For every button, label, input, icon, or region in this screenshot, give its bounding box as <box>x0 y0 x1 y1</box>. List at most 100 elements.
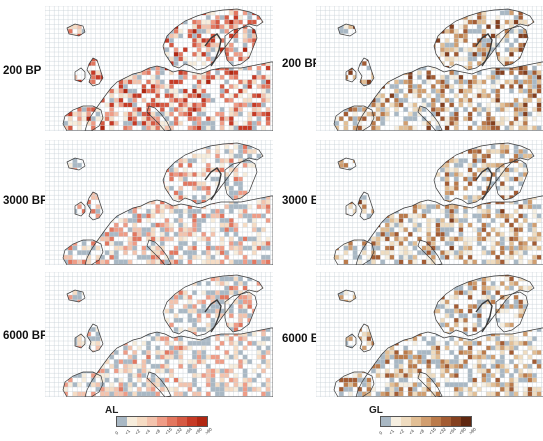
grid-cell <box>325 186 330 191</box>
grid-cell <box>63 308 68 314</box>
grid-cell <box>509 213 514 219</box>
grid-cell <box>389 281 395 286</box>
grid-cell <box>150 9 156 11</box>
grid-cell <box>334 116 339 121</box>
grid-cell <box>412 204 418 209</box>
grid-cell <box>325 313 330 318</box>
grid-cell <box>343 143 349 145</box>
grid-cell <box>532 107 537 112</box>
grid-cell <box>50 214 55 219</box>
grid-cell <box>72 42 78 48</box>
grid-cell <box>50 15 55 20</box>
grid-cell <box>477 158 482 163</box>
grid-cell <box>261 98 266 103</box>
grid-cell <box>114 176 119 182</box>
grid-cell <box>394 125 399 131</box>
grid-cell <box>95 158 101 163</box>
grid-cell <box>261 190 266 196</box>
grid-cell <box>201 153 206 159</box>
grid-cell <box>219 322 225 328</box>
grid-cell <box>91 153 96 159</box>
grid-cell <box>81 227 87 232</box>
grid-cell <box>472 19 477 25</box>
grid-cell <box>141 61 147 66</box>
grid-cell <box>380 116 385 121</box>
grid-cell <box>45 121 50 126</box>
grid-cell <box>380 341 385 346</box>
grid-cell <box>95 281 101 286</box>
grid-cell <box>343 24 349 29</box>
grid-cell <box>45 43 50 48</box>
grid-cell <box>164 186 170 191</box>
grid-cell <box>366 341 372 346</box>
grid-cell <box>426 364 431 369</box>
grid-cell <box>421 209 427 214</box>
grid-cell <box>334 354 335 360</box>
grid-cell <box>421 387 427 392</box>
grid-cell <box>81 195 87 200</box>
grid-cell <box>375 368 381 374</box>
grid-cell <box>486 125 491 131</box>
grid-cell <box>233 125 239 131</box>
grid-cell <box>206 15 211 20</box>
grid-cell <box>229 84 234 89</box>
grid-cell <box>362 290 367 295</box>
grid-cell <box>229 285 234 291</box>
grid-cell <box>321 223 326 228</box>
grid-cell <box>412 391 418 397</box>
grid-cell <box>196 24 202 29</box>
grid-cell <box>486 345 491 351</box>
coastline-scandinavia <box>162 142 264 205</box>
grid-cell <box>132 285 137 291</box>
grid-cell <box>467 354 473 360</box>
grid-cell <box>421 354 427 360</box>
grid-cell <box>403 299 408 305</box>
grid-cell <box>215 176 220 182</box>
grid-cell <box>509 227 514 232</box>
grid-cell <box>321 277 326 282</box>
grid-cell <box>118 290 124 295</box>
grid-cell <box>132 163 137 168</box>
grid-cell <box>210 42 216 48</box>
grid-cell <box>242 354 248 360</box>
grid-cell <box>523 285 528 291</box>
grid-cell <box>334 299 335 305</box>
grid-cell <box>54 304 59 309</box>
grid-cell <box>417 176 422 182</box>
grid-cell <box>334 149 339 154</box>
grid-cell <box>375 102 381 108</box>
coastline-bothnia <box>204 167 222 201</box>
grid-cell <box>104 204 110 209</box>
grid-cell <box>440 299 445 305</box>
grid-cell <box>54 227 59 232</box>
grid-cell <box>265 79 271 85</box>
grid-cell <box>321 121 326 126</box>
grid-cell <box>192 382 197 387</box>
grid-cell <box>169 38 174 43</box>
grid-cell <box>206 391 211 397</box>
grid-cell <box>173 88 179 94</box>
grid-cell <box>316 177 321 182</box>
grid-cell <box>132 354 137 360</box>
coastlines <box>62 274 273 397</box>
grid-cell <box>242 10 248 16</box>
grid-cell <box>408 391 413 397</box>
grid-cell <box>210 245 216 251</box>
grid-cell <box>316 191 321 196</box>
grid-cell <box>366 299 372 305</box>
grid-cell <box>403 245 408 251</box>
grid-cell <box>196 299 202 305</box>
grid-cell <box>444 255 450 260</box>
grid-cell <box>68 153 73 159</box>
grid-cell <box>454 167 459 173</box>
grid-cell <box>523 199 528 205</box>
grid-cell <box>426 186 431 191</box>
grid-cell <box>380 373 385 378</box>
grid-cell <box>527 125 533 131</box>
grid-cell <box>178 391 183 397</box>
grid-cell <box>104 281 110 286</box>
grid-cell <box>477 318 482 323</box>
grid-cell <box>123 259 128 265</box>
grid-cell <box>72 322 78 328</box>
grid-cell <box>178 308 183 314</box>
